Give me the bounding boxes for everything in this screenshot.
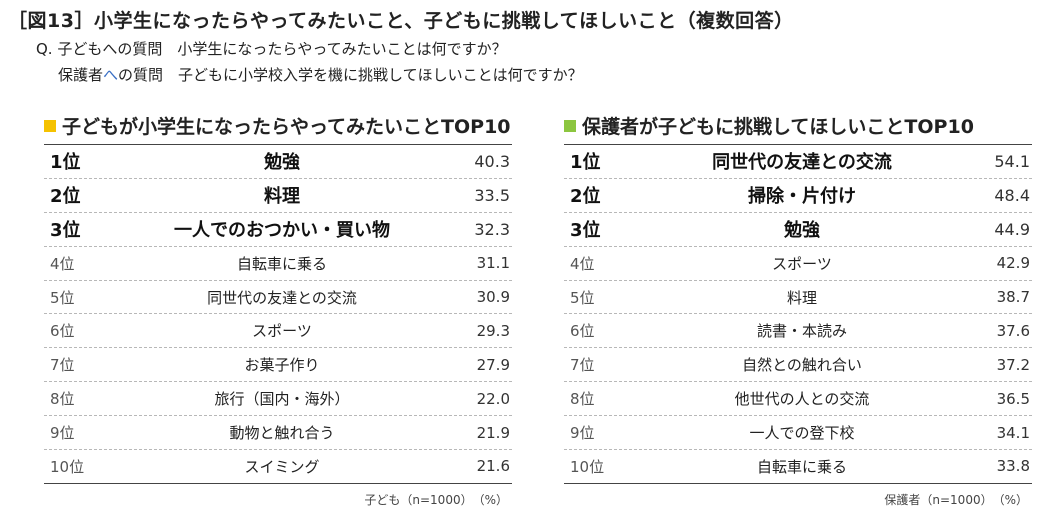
green-square-icon — [564, 120, 576, 132]
child-ranking-panel: 子どもが小学生になったらやってみたいことTOP10 1位 勉強 40.3 2位 料理 33… — [44, 110, 512, 508]
parent-ranking-panel: 保護者が子どもに挑戦してほしいことTOP10 1位 同世代の友達との交流 54.1 2… — [564, 110, 1032, 508]
table-row: 4位 スポーツ 42.9 — [564, 247, 1032, 281]
parent-panel-title-text: 保護者が子どもに挑戦してほしいことTOP10 — [582, 116, 974, 138]
table-row: 5位 同世代の友達との交流 30.9 — [44, 281, 512, 315]
value-cell: 21.6 — [476, 457, 510, 476]
table-row: 2位 料理 33.5 — [44, 179, 512, 213]
value-cell: 33.5 — [474, 185, 510, 205]
rank-cell: 9位 — [570, 424, 595, 443]
rank-cell: 8位 — [570, 390, 595, 409]
rank-cell: 1位 — [570, 152, 601, 174]
value-cell: 22.0 — [476, 389, 510, 408]
rank-cell: 4位 — [50, 254, 75, 273]
item-cell: 勉強 — [264, 152, 300, 174]
question-parent-prefix: 保護者 — [58, 66, 104, 84]
value-cell: 38.7 — [996, 288, 1030, 306]
item-cell: 自転車に乗る — [236, 254, 327, 273]
rank-cell: 6位 — [50, 322, 75, 341]
item-cell: 掃除・片付け — [748, 186, 856, 208]
value-cell: 44.9 — [994, 219, 1030, 239]
rank-cell: 4位 — [570, 254, 595, 273]
question-parent-mark: へ — [103, 66, 119, 84]
item-cell: 一人での登下校 — [749, 424, 855, 443]
table-row: 10位 自転車に乗る 33.8 — [564, 450, 1032, 484]
question-child: Q. 子どもへの質問 小学生になったらやってみたいことは何ですか？ — [36, 40, 507, 58]
rank-cell: 8位 — [50, 390, 75, 409]
item-cell: 動物と触れ合う — [229, 424, 335, 443]
item-cell: 一人でのおつかい・買い物 — [174, 220, 390, 242]
table-row: 3位 勉強 44.9 — [564, 213, 1032, 247]
child-sample-note: 子ども（n=1000） （%） — [364, 492, 508, 507]
value-cell: 37.2 — [996, 355, 1030, 374]
rank-cell: 10位 — [570, 457, 605, 476]
table-row: 1位 同世代の友達との交流 54.1 — [564, 145, 1032, 179]
table-row: 8位 旅行（国内・海外） 22.0 — [44, 382, 512, 417]
item-cell: 読書・本読み — [756, 322, 847, 341]
figure-title: ［図13］小学生になったらやってみたいこと、子どもに挑戦してほしいこと（複数回答… — [8, 10, 794, 32]
value-cell: 29.3 — [476, 321, 510, 340]
table-row: 3位 一人でのおつかい・買い物 32.3 — [44, 213, 512, 247]
table-row: 6位 読書・本読み 37.6 — [564, 314, 1032, 349]
value-cell: 42.9 — [996, 254, 1030, 273]
rank-cell: 9位 — [50, 424, 75, 443]
yellow-square-icon — [44, 120, 56, 132]
item-cell: スポーツ — [252, 322, 312, 341]
value-cell: 27.9 — [476, 355, 510, 374]
parent-ranking-table: 1位 同世代の友達との交流 54.1 2位 掃除・片付け 48.4 3位 勉強 44.9 4位 スポ… — [564, 144, 1032, 484]
table-row: 7位 自然との触れ合い 37.2 — [564, 348, 1032, 383]
item-cell: 料理 — [786, 288, 817, 307]
item-cell: 自転車に乗る — [756, 457, 847, 476]
value-cell: 30.9 — [476, 288, 510, 306]
question-parent: 保護者への質問 子どもに小学校入学を機に挑戦してほしいことは何ですか？ — [58, 64, 583, 85]
rank-cell: 2位 — [50, 186, 81, 208]
rank-cell: 10位 — [50, 457, 85, 476]
rank-cell: 5位 — [570, 288, 595, 307]
item-cell: 勉強 — [784, 220, 820, 242]
table-row: 10位 スイミング 21.6 — [44, 450, 512, 484]
item-cell: 同世代の友達との交流 — [712, 152, 892, 174]
item-cell: 旅行（国内・海外） — [214, 390, 350, 409]
rank-cell: 5位 — [50, 288, 75, 307]
table-row: 2位 掃除・片付け 48.4 — [564, 179, 1032, 213]
rank-cell: 6位 — [570, 322, 595, 341]
child-ranking-table: 1位 勉強 40.3 2位 料理 33.5 3位 一人でのおつかい・買い物 32.3 4位 自転車に… — [44, 144, 512, 484]
table-row: 9位 一人での登下校 34.1 — [564, 416, 1032, 451]
rank-cell: 7位 — [570, 356, 595, 375]
parent-sample-note: 保護者（n=1000） （%） — [884, 492, 1028, 507]
value-cell: 21.9 — [476, 423, 510, 442]
question-parent-rest: の質問 子どもに小学校入学を機に挑戦してほしいことは何ですか？ — [118, 66, 583, 84]
item-cell: 他世代の人との交流 — [734, 390, 870, 409]
item-cell: 自然との触れ合い — [742, 356, 862, 375]
value-cell: 36.5 — [996, 389, 1030, 408]
rank-cell: 3位 — [50, 220, 81, 242]
value-cell: 40.3 — [474, 151, 510, 171]
parent-panel-title: 保護者が子どもに挑戦してほしいことTOP10 — [564, 110, 1032, 144]
table-row: 1位 勉強 40.3 — [44, 145, 512, 179]
value-cell: 54.1 — [994, 151, 1030, 171]
table-row: 7位 お菓子作り 27.9 — [44, 348, 512, 383]
value-cell: 34.1 — [996, 423, 1030, 442]
table-row: 8位 他世代の人との交流 36.5 — [564, 382, 1032, 417]
item-cell: スポーツ — [772, 254, 832, 273]
table-row: 6位 スポーツ 29.3 — [44, 314, 512, 349]
value-cell: 48.4 — [994, 185, 1030, 205]
table-row: 9位 動物と触れ合う 21.9 — [44, 416, 512, 451]
value-cell: 32.3 — [474, 219, 510, 239]
rank-cell: 1位 — [50, 152, 81, 174]
value-cell: 37.6 — [996, 321, 1030, 340]
table-row: 4位 自転車に乗る 31.1 — [44, 247, 512, 281]
table-row: 5位 料理 38.7 — [564, 281, 1032, 315]
item-cell: 同世代の友達との交流 — [207, 288, 357, 307]
value-cell: 31.1 — [476, 254, 510, 273]
item-cell: 料理 — [264, 186, 300, 208]
child-panel-title: 子どもが小学生になったらやってみたいことTOP10 — [44, 110, 512, 144]
item-cell: お菓子作り — [244, 356, 320, 375]
rank-cell: 3位 — [570, 220, 601, 242]
child-panel-title-text: 子どもが小学生になったらやってみたいことTOP10 — [62, 116, 511, 138]
item-cell: スイミング — [244, 457, 320, 476]
rank-cell: 2位 — [570, 186, 601, 208]
rank-cell: 7位 — [50, 356, 75, 375]
value-cell: 33.8 — [996, 457, 1030, 476]
